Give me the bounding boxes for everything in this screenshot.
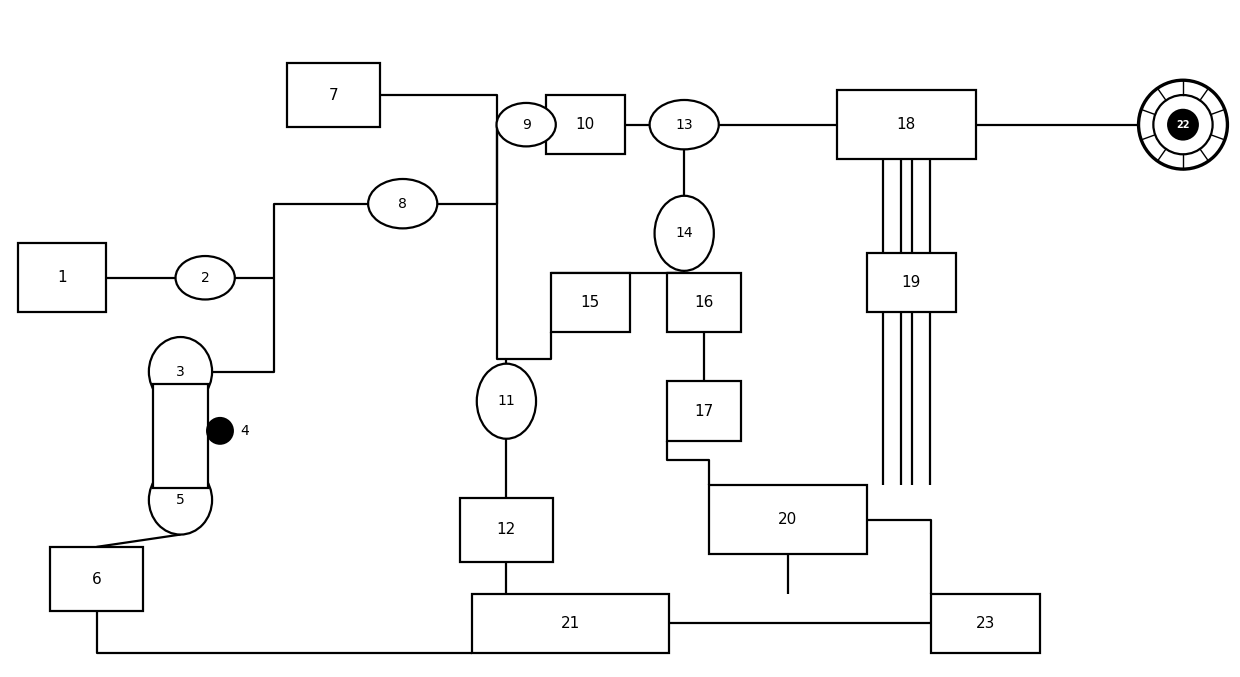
Text: 22: 22	[1177, 120, 1189, 130]
Text: 12: 12	[497, 522, 516, 537]
Text: 9: 9	[522, 118, 531, 131]
Ellipse shape	[149, 337, 212, 406]
Bar	[50, 547, 144, 611]
Text: 13: 13	[676, 118, 693, 131]
Bar	[551, 273, 630, 332]
Bar	[667, 273, 742, 332]
Circle shape	[1138, 80, 1228, 169]
Text: 18: 18	[897, 117, 916, 132]
Text: 20: 20	[779, 512, 797, 527]
Text: 4: 4	[241, 424, 249, 438]
Bar	[667, 381, 742, 441]
Ellipse shape	[149, 465, 212, 535]
Ellipse shape	[650, 100, 719, 150]
Text: 21: 21	[560, 616, 580, 631]
Bar	[17, 243, 107, 312]
Text: 16: 16	[694, 295, 714, 310]
Ellipse shape	[368, 179, 438, 228]
Text: 5: 5	[176, 493, 185, 507]
Bar	[472, 594, 670, 653]
Text: 8: 8	[398, 197, 407, 211]
Text: 19: 19	[901, 275, 921, 290]
Bar	[867, 253, 956, 312]
Bar	[286, 63, 381, 127]
Text: 15: 15	[580, 295, 600, 310]
Bar	[154, 384, 207, 487]
Text: 6: 6	[92, 571, 102, 586]
Bar	[837, 90, 976, 159]
Bar	[931, 594, 1040, 653]
Ellipse shape	[477, 364, 536, 439]
Text: 11: 11	[497, 394, 516, 408]
Text: 2: 2	[201, 271, 210, 285]
Text: 3: 3	[176, 365, 185, 378]
Text: 7: 7	[329, 87, 339, 102]
Text: 10: 10	[575, 117, 595, 132]
Circle shape	[1168, 110, 1198, 139]
Circle shape	[207, 418, 233, 443]
Ellipse shape	[176, 256, 234, 299]
Bar	[460, 498, 553, 562]
Text: 17: 17	[694, 403, 713, 418]
Text: 14: 14	[676, 226, 693, 240]
Bar	[709, 485, 867, 554]
Bar	[546, 95, 625, 154]
Ellipse shape	[496, 103, 556, 146]
Ellipse shape	[655, 196, 714, 271]
Circle shape	[1153, 95, 1213, 154]
Text: 1: 1	[57, 270, 67, 285]
Text: 23: 23	[976, 616, 996, 631]
